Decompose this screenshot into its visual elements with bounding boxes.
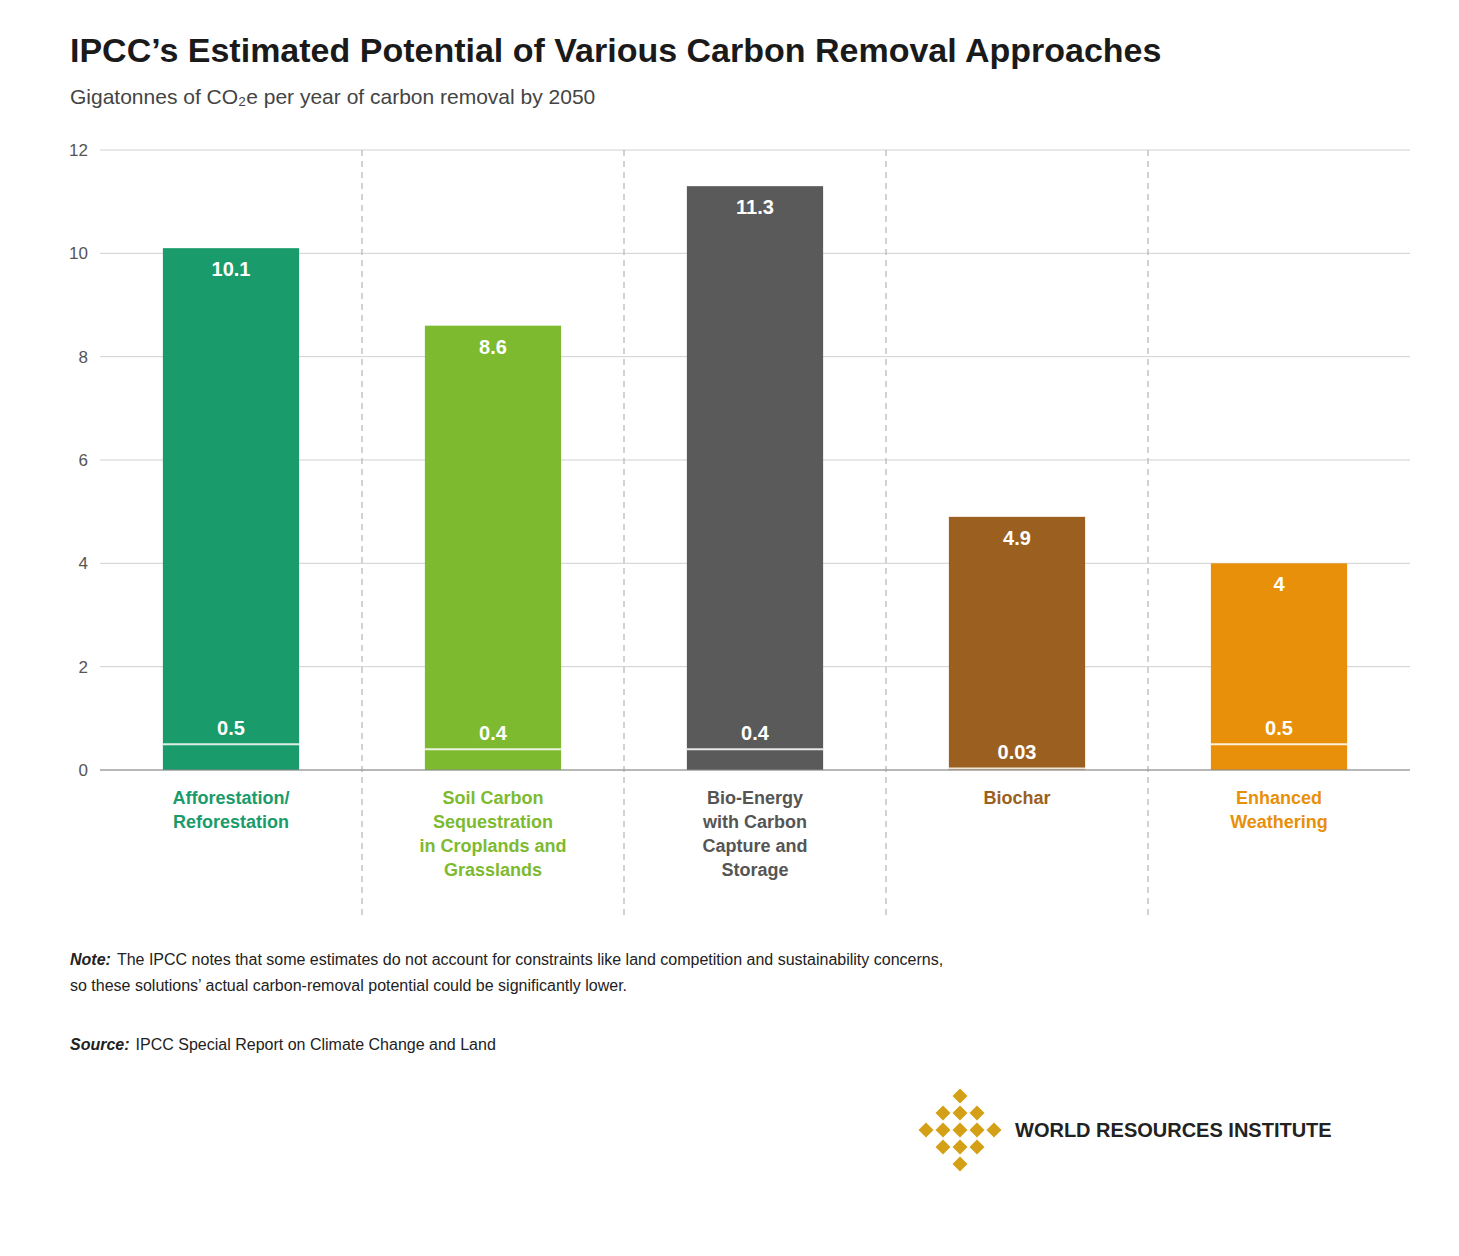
divider xyxy=(885,150,886,920)
note-line: so these solutions’ actual carbon-remova… xyxy=(70,977,627,994)
category-label-line: Biochar xyxy=(983,788,1050,808)
logo-diamond xyxy=(936,1106,951,1121)
logo-diamond xyxy=(936,1140,951,1155)
low-estimate-mark xyxy=(163,743,299,745)
bar xyxy=(425,326,561,770)
category-label: Bio-Energy with Carbon Capture and Storage xyxy=(702,788,808,880)
tick-label: 10 xyxy=(69,244,88,263)
category-label-line: Enhanced xyxy=(1236,788,1322,808)
bar xyxy=(163,248,299,770)
low-estimate-mark xyxy=(1211,743,1347,745)
note: The IPCC notes that some estimates do no… xyxy=(70,951,943,994)
low-estimate-label: 0.4 xyxy=(479,722,508,744)
category-label-line: Bio-Energy xyxy=(707,788,803,808)
logo-diamond xyxy=(936,1123,951,1138)
x-axis-line xyxy=(100,769,1410,770)
divider xyxy=(1147,150,1148,920)
data-label: 8.6 xyxy=(479,336,507,358)
category-label-line: with Carbon xyxy=(702,812,807,832)
subtitle: Gigatonnes of CO₂e per year of carbon re… xyxy=(70,85,595,108)
grid xyxy=(100,150,1410,770)
category-label-line: Sequestration xyxy=(433,812,553,832)
data-label: 4.9 xyxy=(1003,527,1031,549)
tick-label: 0 xyxy=(79,761,88,780)
data-label: 10.1 xyxy=(212,258,251,280)
low-estimate-label: 0.4 xyxy=(741,722,770,744)
chart: IPCC’s Estimated Potential of Various Ca… xyxy=(0,0,1459,1256)
category-label-line: Weathering xyxy=(1230,812,1328,832)
data-labels: 10.1 0.5 8.6 0.4 11.3 0.4 4.9 0.03 4 0.5 xyxy=(212,196,1293,763)
divider xyxy=(623,150,624,920)
source-label: Source: xyxy=(70,1036,130,1053)
logo-diamond xyxy=(970,1106,985,1121)
logo-diamond xyxy=(953,1140,968,1155)
category-label-line: Afforestation/ xyxy=(173,788,290,808)
tick-label: 12 xyxy=(69,141,88,160)
low-estimate-label: 0.03 xyxy=(998,741,1037,763)
logo-diamond xyxy=(953,1123,968,1138)
note-label: Note: xyxy=(70,951,111,968)
note-line: The IPCC notes that some estimates do no… xyxy=(117,951,943,968)
logo-diamond xyxy=(919,1123,934,1138)
category-label: Afforestation/Reforestation xyxy=(173,788,290,832)
category-label: Soil Carbon Sequestration in Croplands and… xyxy=(419,788,566,880)
dividers xyxy=(362,150,1148,920)
tick-label: 8 xyxy=(79,348,88,367)
divider xyxy=(361,150,362,920)
category-label-line: in Croplands and xyxy=(419,836,566,856)
source: IPCC Special Report on Climate Change an… xyxy=(136,1036,496,1053)
low-estimate-mark xyxy=(687,748,823,750)
low-estimate-mark xyxy=(425,748,561,750)
low-estimate-label: 0.5 xyxy=(217,717,245,739)
category-label-line: Storage xyxy=(721,860,788,880)
category-label-line: Grasslands xyxy=(444,860,542,880)
bar xyxy=(687,186,823,770)
bars xyxy=(163,186,1347,770)
logo-diamond xyxy=(953,1106,968,1121)
tick-label: 4 xyxy=(79,554,88,573)
grid-line xyxy=(100,150,1410,151)
page: {"chart_data": {"type": "bar", "title": … xyxy=(0,0,1459,1256)
title: IPCC’s Estimated Potential of Various Ca… xyxy=(70,31,1161,69)
category-label: Biochar xyxy=(983,788,1050,808)
data-label: 11.3 xyxy=(736,196,774,218)
bar xyxy=(1211,563,1347,770)
bar xyxy=(949,517,1085,770)
logo-diamond xyxy=(987,1123,1002,1138)
logo-diamond xyxy=(953,1089,968,1104)
credit: WORLD RESOURCES INSTITUTE xyxy=(1015,1119,1332,1141)
low-estimate-mark xyxy=(949,767,1085,769)
category-label-line: Capture and xyxy=(702,836,807,856)
category-label-line: Soil Carbon xyxy=(442,788,543,808)
logo-diamond xyxy=(970,1140,985,1155)
tick-label: 2 xyxy=(79,658,88,677)
grid-line xyxy=(100,770,1410,771)
tick-label: 6 xyxy=(79,451,88,470)
logo-diamond xyxy=(953,1157,968,1172)
logo xyxy=(919,1089,1002,1172)
category-label-line: Reforestation xyxy=(173,812,289,832)
low-estimate-label: 0.5 xyxy=(1265,717,1293,739)
data-label: 4 xyxy=(1273,573,1285,595)
category-label: Enhanced Weathering xyxy=(1230,788,1328,832)
logo-diamond xyxy=(970,1123,985,1138)
